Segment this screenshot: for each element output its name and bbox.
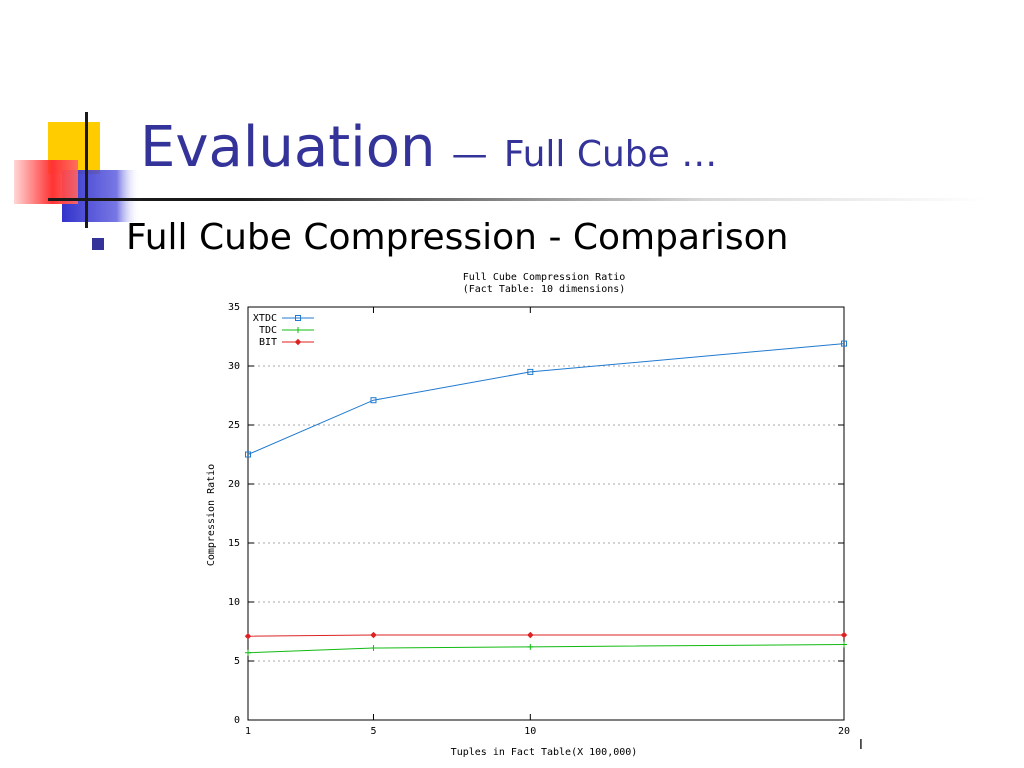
slide-title: Evaluation — Full Cube … xyxy=(140,120,717,176)
data-point-xtdc xyxy=(527,368,534,375)
y-tick-label: 15 xyxy=(228,538,240,549)
x-tick-label: 1 xyxy=(245,726,251,737)
series-tdc xyxy=(245,641,847,656)
x-tick-label: 10 xyxy=(524,726,536,737)
chart-grid xyxy=(248,365,844,662)
data-point-tdc xyxy=(245,649,251,656)
data-point-tdc xyxy=(527,643,534,650)
data-point-xtdc xyxy=(245,451,251,458)
title-subtitle: Full Cube … xyxy=(503,134,718,175)
series-line-xtdc xyxy=(247,343,845,455)
y-tick-label: 0 xyxy=(234,715,240,726)
legend-marker-xtdc xyxy=(295,315,301,321)
y-tick-label: 20 xyxy=(228,479,240,490)
x-tick-label: 5 xyxy=(370,726,376,737)
data-point-tdc xyxy=(370,645,377,652)
x-axis-label: Tuples in Fact Table(X 100,000) xyxy=(451,747,638,758)
legend-marker-tdc xyxy=(295,327,301,333)
y-tick-label: 10 xyxy=(228,597,240,608)
data-point-bit xyxy=(244,633,252,640)
data-point-xtdc xyxy=(370,397,377,404)
legend-label-xtdc: XTDC xyxy=(253,313,277,324)
legend-label-tdc: TDC xyxy=(259,325,277,336)
title-underline xyxy=(48,198,988,201)
plot-frame xyxy=(247,306,845,721)
y-tick-label: 35 xyxy=(228,302,240,313)
legend-marker-bit xyxy=(294,338,302,346)
x-tick-label: 20 xyxy=(838,726,850,737)
series-line-bit xyxy=(247,634,844,637)
data-point-bit xyxy=(840,631,848,639)
logo-vertical-line xyxy=(85,112,88,228)
logo-red-square xyxy=(14,160,78,204)
legend-label-bit: BIT xyxy=(259,337,277,348)
compression-ratio-chart: Full Cube Compression Ratio (Fact Table:… xyxy=(206,272,850,758)
y-axis-label: Compression Ratio xyxy=(206,464,217,566)
series-layer xyxy=(244,340,848,656)
y-axis-ticks: 0 5 10 15 20 25 30 35 xyxy=(228,302,844,726)
series-xtdc xyxy=(245,340,847,458)
title-dash: — xyxy=(451,134,488,175)
y-tick-label: 30 xyxy=(228,361,240,372)
data-point-bit xyxy=(527,631,534,639)
title-main: Evaluation xyxy=(140,115,436,180)
decorative-logo-graphic xyxy=(14,112,140,228)
bullet-square-icon xyxy=(92,238,104,250)
data-point-bit xyxy=(370,631,377,639)
series-bit xyxy=(244,631,848,640)
series-line-tdc xyxy=(247,643,845,654)
x-axis-ticks: 1 5 10 20 xyxy=(245,307,850,737)
chart-subtitle: (Fact Table: 10 dimensions) xyxy=(463,284,626,295)
chart-title: Full Cube Compression Ratio xyxy=(463,272,626,283)
data-point-tdc xyxy=(841,641,847,648)
data-point-xtdc xyxy=(841,340,847,347)
y-tick-label: 5 xyxy=(234,656,240,667)
y-tick-label: 25 xyxy=(228,420,240,431)
bullet-text: Full Cube Compression - Comparison xyxy=(126,217,789,258)
slide-number: I xyxy=(859,738,863,753)
